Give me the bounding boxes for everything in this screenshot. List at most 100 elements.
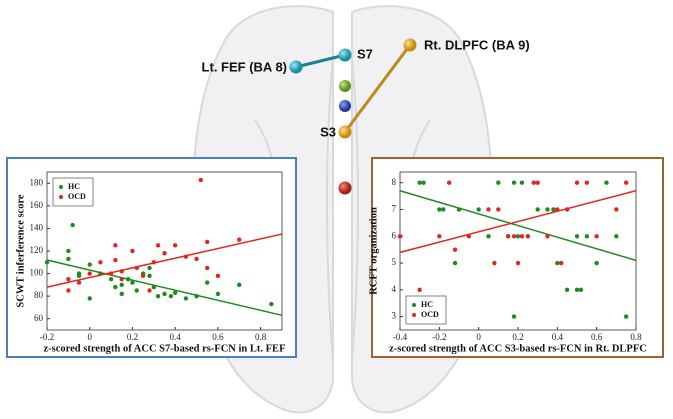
legend-label: OCD — [421, 310, 439, 319]
x-tick-label: 0 — [476, 332, 481, 342]
point — [215, 273, 221, 279]
legend-marker — [412, 303, 416, 307]
point — [492, 260, 497, 266]
point — [198, 177, 204, 183]
point — [446, 180, 452, 185]
point — [66, 256, 71, 262]
point — [614, 207, 619, 212]
y-tick-label: 120 — [30, 245, 44, 255]
point — [574, 287, 580, 293]
point — [594, 260, 599, 266]
y-tick-label: 4 — [392, 284, 397, 294]
point — [183, 296, 189, 301]
point — [437, 207, 442, 212]
legend-label: HC — [421, 300, 433, 309]
brain-label: S7 — [357, 46, 373, 61]
point — [162, 251, 167, 256]
point — [515, 260, 521, 266]
point — [205, 265, 210, 271]
point — [574, 180, 580, 185]
point — [441, 207, 446, 212]
point — [559, 260, 564, 266]
point — [551, 207, 556, 212]
x-tick-label: 0.8 — [630, 332, 642, 342]
legend-marker — [59, 195, 63, 199]
legend-marker — [59, 185, 63, 189]
point — [70, 222, 75, 228]
x-tick-label: -0.2 — [432, 332, 446, 342]
point — [515, 234, 521, 239]
point — [134, 288, 139, 293]
legend-box — [52, 177, 94, 207]
point — [119, 277, 124, 282]
point — [417, 287, 422, 293]
point — [155, 243, 161, 248]
point — [511, 180, 517, 185]
x-tick-label: 0.8 — [255, 332, 267, 342]
y-tick-label: 180 — [30, 177, 44, 187]
legend-label: HC — [68, 182, 80, 191]
point — [476, 207, 481, 212]
point — [623, 180, 629, 185]
node-rt-dlpfc — [403, 38, 417, 52]
point — [44, 260, 50, 265]
point — [76, 280, 82, 285]
point — [87, 262, 92, 267]
point — [531, 180, 536, 185]
x-tick-label: 0.6 — [591, 332, 603, 342]
y-tick-label: 6 — [392, 230, 397, 240]
point — [66, 248, 71, 254]
point — [545, 207, 550, 212]
node-s7 — [338, 48, 352, 62]
point — [66, 277, 71, 282]
point — [269, 301, 274, 307]
trend-line — [399, 190, 637, 254]
point — [87, 271, 92, 276]
point — [397, 234, 403, 239]
point — [205, 239, 210, 245]
x-tick-label: 0 — [87, 332, 92, 342]
node — [338, 181, 352, 195]
point — [486, 207, 491, 212]
brain-label: Lt. FEF (BA 8) — [202, 59, 287, 74]
point — [519, 180, 525, 185]
y-tick-label: 7 — [392, 204, 397, 214]
point — [584, 234, 590, 239]
legend-box — [405, 295, 447, 325]
point — [172, 243, 178, 248]
point — [452, 260, 458, 266]
node — [339, 80, 351, 92]
point — [519, 234, 525, 239]
y-tick-label: 60 — [34, 313, 44, 323]
point — [76, 273, 82, 279]
point — [119, 282, 124, 288]
point — [194, 256, 199, 262]
point — [574, 234, 580, 239]
point — [417, 180, 422, 185]
point — [505, 234, 511, 239]
point — [147, 265, 152, 271]
y-tick-label: 8 — [392, 177, 397, 187]
point — [130, 280, 135, 285]
legend-marker — [412, 313, 416, 317]
point — [496, 207, 501, 212]
y-tick-label: 80 — [34, 290, 44, 300]
y-axis-label: RCFT organization — [368, 207, 379, 295]
point — [496, 180, 501, 185]
x-tick-label: -0.2 — [40, 332, 54, 342]
point — [555, 260, 560, 266]
x-axis-label: z-scored strength of ACC S7-based rs-FCN… — [44, 343, 286, 354]
point — [535, 207, 540, 212]
brain-label: Rt. DLPFC (BA 9) — [424, 37, 530, 52]
point — [545, 234, 550, 239]
x-tick-label: 0.2 — [127, 332, 138, 342]
x-axis-label: z-scored strength of ACC S3-based rs-FCN… — [389, 343, 647, 354]
trend-line — [46, 259, 283, 317]
x-tick-label: 0.6 — [212, 332, 224, 342]
point — [98, 260, 103, 265]
x-tick-label: 0.2 — [512, 332, 523, 342]
point — [511, 314, 517, 319]
point — [421, 180, 426, 185]
point — [525, 234, 531, 239]
